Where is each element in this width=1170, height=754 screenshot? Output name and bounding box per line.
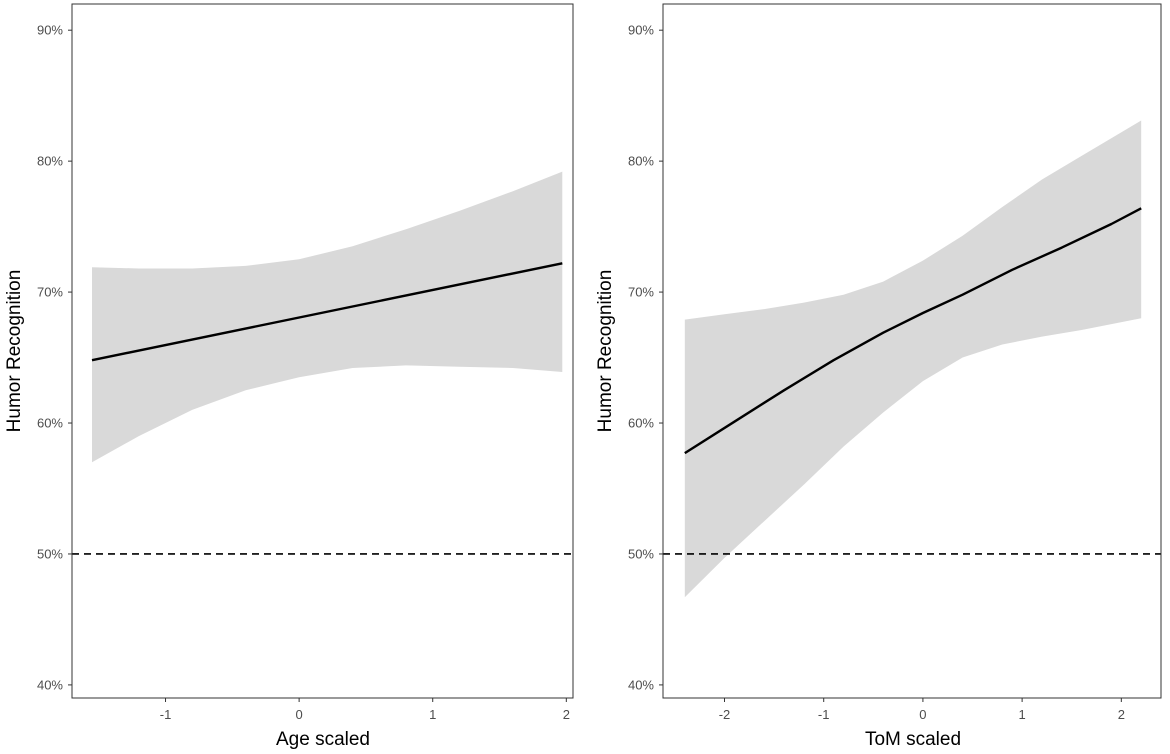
y-tick-label: 80%: [37, 154, 63, 169]
x-tick-label: 1: [429, 707, 436, 722]
y-tick-label: 70%: [628, 285, 654, 300]
y-tick-label: 60%: [628, 416, 654, 431]
panel-tom: 40% 50% 60% 70% 80% 90% -2 -1 0 1 2 ToM scaled Humor…: [595, 3, 1162, 750]
x-tick-label: 2: [563, 707, 570, 722]
x-tick-label: -1: [160, 707, 172, 722]
panel-border: [71, 3, 574, 699]
x-tick-label: 2: [1118, 707, 1125, 722]
panel-border: [662, 3, 1162, 699]
x-tick-label: -1: [818, 707, 830, 722]
confidence-band: [684, 120, 1142, 598]
panel-age: 40% 50% 60% 70% 80% 90% -1 0 1 2 Age scaled Humor R…: [4, 3, 574, 750]
fit-line: [91, 262, 563, 362]
fit-line: [684, 207, 1142, 455]
x-tick-label: 0: [296, 707, 303, 722]
y-tick-label: 60%: [37, 416, 63, 431]
y-tick-label: 40%: [628, 677, 654, 692]
y-tick-label: 70%: [37, 285, 63, 300]
x-tick-label: 1: [1018, 707, 1025, 722]
x-tick-label: 0: [919, 707, 926, 722]
x-tick-label: -2: [719, 707, 731, 722]
y-tick-label: 80%: [628, 154, 654, 169]
y-axis-title: Humor Recognition: [4, 270, 25, 433]
y-tick-label: 40%: [37, 677, 63, 692]
y-tick-label: 90%: [37, 23, 63, 38]
x-axis-title: ToM scaled: [865, 729, 961, 750]
y-axis-title: Humor Recognition: [595, 270, 616, 433]
y-tick-label: 90%: [628, 23, 654, 38]
confidence-band: [92, 171, 563, 463]
y-tick-label: 50%: [628, 546, 654, 561]
x-axis-title: Age scaled: [276, 729, 370, 750]
y-tick-label: 50%: [37, 546, 63, 561]
